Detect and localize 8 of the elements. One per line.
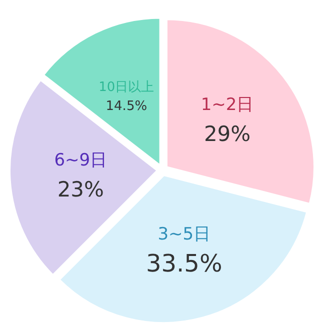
slice-label: 1~2日 [200,94,254,115]
data-label: 33.5% [146,249,222,278]
slice-label: 6~9日 [54,150,108,170]
slice-label: 10日以上 [98,80,154,96]
data-label: 29% [204,122,251,146]
data-label: 14.5% [106,99,148,114]
slice-label: 3~5日 [158,224,211,244]
data-label: 23% [57,177,104,202]
